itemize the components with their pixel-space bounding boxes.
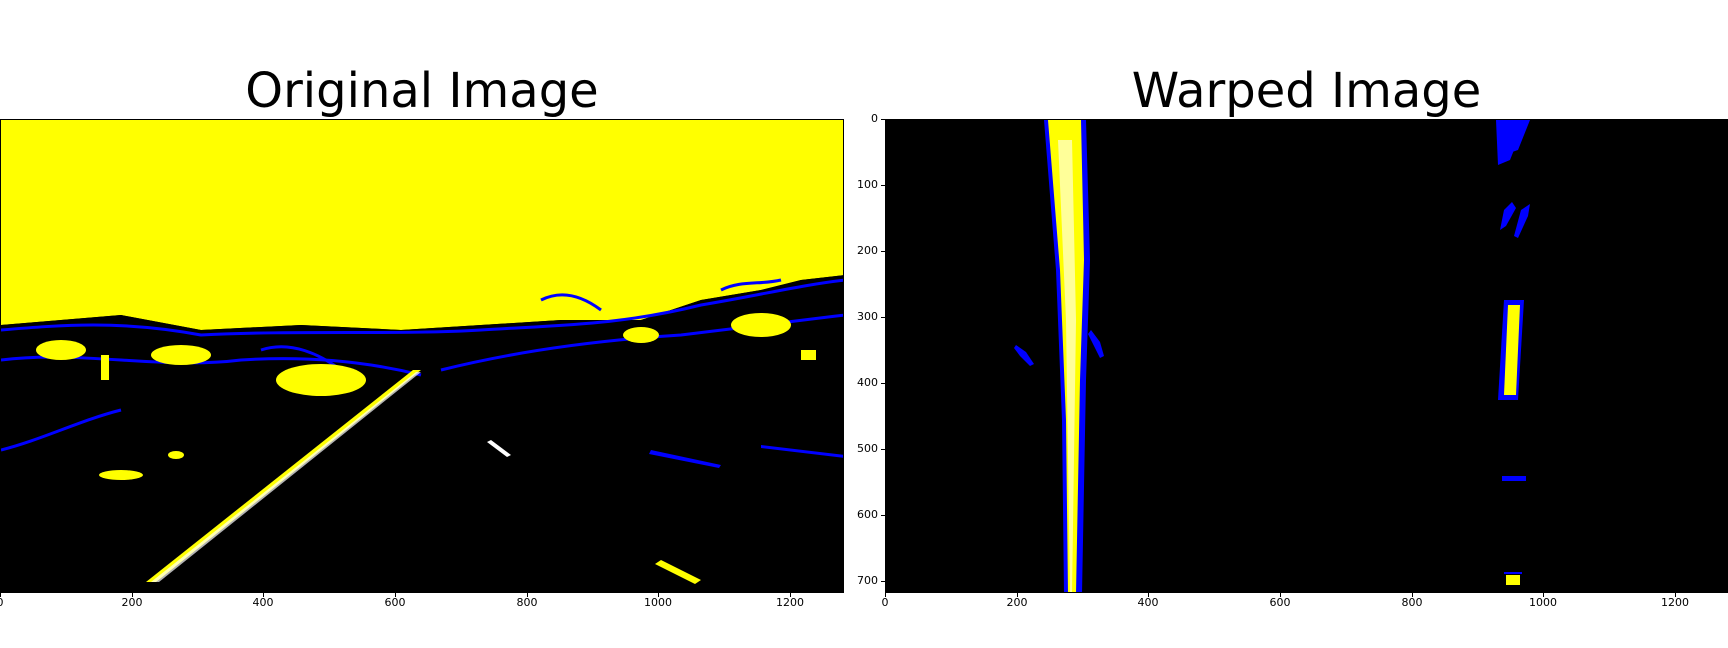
x-tick: 400	[1137, 596, 1159, 609]
left-panel-title: Original Image	[245, 63, 599, 119]
y-tick: 700	[857, 574, 878, 587]
y-tick: 400	[857, 376, 878, 389]
x-tick: 1000	[644, 596, 672, 609]
y-tick: 0	[871, 112, 878, 125]
x-tick: 200	[121, 596, 143, 609]
y-tick: 600	[857, 508, 878, 521]
original-image	[1, 120, 843, 592]
y-tick: 500	[857, 442, 878, 455]
original-image-panel	[0, 119, 844, 593]
y-tick: 200	[857, 244, 878, 257]
warped-image	[886, 120, 1727, 592]
x-tick: 1200	[776, 596, 804, 609]
x-tick: 600	[1269, 596, 1291, 609]
x-tick: 0	[881, 596, 889, 609]
x-tick: 1000	[1529, 596, 1557, 609]
y-tick: 100	[857, 178, 878, 191]
x-tick: 200	[1006, 596, 1028, 609]
x-tick: 600	[384, 596, 406, 609]
x-tick: 0	[0, 596, 4, 609]
y-tick: 300	[857, 310, 878, 323]
x-tick: 800	[1401, 596, 1423, 609]
right-panel-title: Warped Image	[1131, 63, 1482, 119]
warped-image-panel	[885, 119, 1728, 593]
x-tick: 1200	[1661, 596, 1689, 609]
x-tick: 800	[516, 596, 538, 609]
x-tick: 400	[252, 596, 274, 609]
